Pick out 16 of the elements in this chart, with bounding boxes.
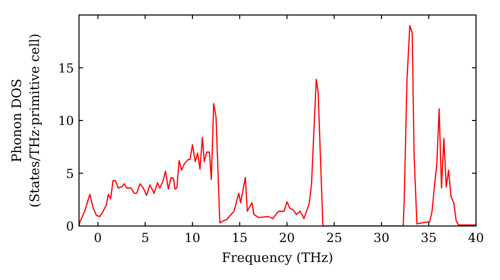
x-tick-label: 40 (468, 230, 484, 245)
y-tick-label: 15 (58, 60, 74, 76)
y-tick-label: 0 (66, 218, 74, 234)
x-tick-label: 25 (326, 230, 342, 245)
x-tick-label: 20 (279, 230, 295, 245)
x-tick-label: 30 (374, 230, 390, 245)
x-axis-title: Frequency (THz) (222, 251, 334, 266)
y-axis-title: Phonon DOS (States/THz·primitive cell) (10, 33, 43, 208)
x-tick-label: 15 (232, 230, 248, 245)
x-tick-label: 10 (184, 230, 200, 245)
x-tick-label: 5 (141, 230, 150, 245)
line-series (79, 24, 476, 226)
y-tick-label: 10 (58, 113, 74, 128)
y-tick-label: 5 (66, 166, 74, 181)
x-tick-label: 0 (94, 230, 102, 245)
x-tick-label: 35 (420, 230, 437, 245)
